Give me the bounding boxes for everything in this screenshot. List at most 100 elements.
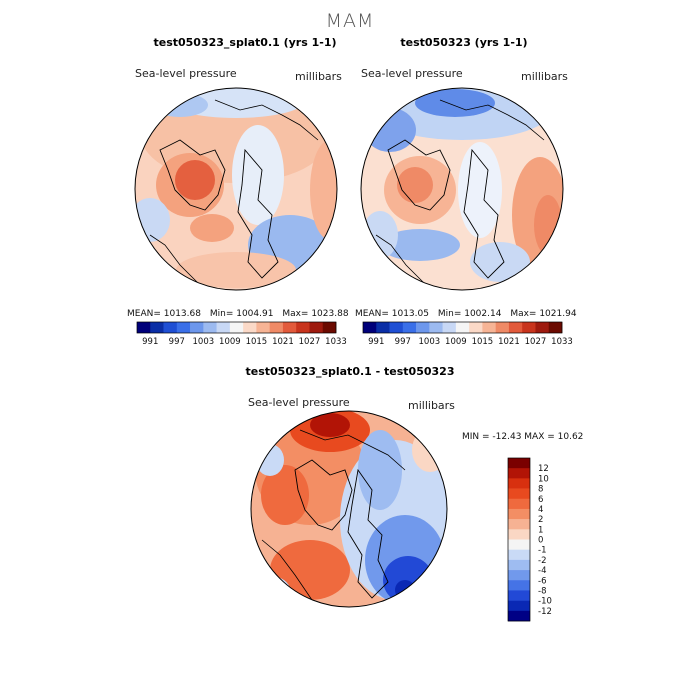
colorbar-panel1-tick-label: 1009 — [219, 337, 241, 347]
colorbar-diff-tick-label: -1 — [538, 546, 546, 556]
colorbar-panel1-tick-label: 1027 — [299, 337, 321, 347]
colorbar-panel1-swatch — [190, 322, 204, 333]
colorbar-diff-swatch — [508, 559, 530, 571]
colorbar-panel1-swatch — [163, 322, 178, 333]
colorbar-panel2-tick-label: 1015 — [472, 337, 494, 347]
colorbar-panel2-swatch — [389, 322, 404, 333]
colorbar-panel1-tick-label: 1015 — [246, 337, 268, 347]
colorbar-diff-swatch — [508, 519, 530, 530]
colorbar-diff-swatch — [508, 580, 530, 591]
colorbar-panel2-swatch — [535, 322, 550, 333]
colorbar-panel2-swatch — [522, 322, 536, 333]
colorbar-panel2-swatch — [429, 322, 443, 333]
colorbar-diff-tick-label: 0 — [538, 536, 543, 546]
colorbar-panel2-swatch — [495, 322, 510, 333]
colorbar-panel1-swatch — [243, 322, 257, 333]
colorbar-diff-tick-label: 12 — [538, 464, 549, 474]
colorbar-panel2-tick-label: 1027 — [525, 337, 547, 347]
diff-minmax: MIN = -12.43 MAX = 10.62 — [462, 432, 584, 442]
colorbar-panel1-swatch — [216, 322, 231, 333]
colorbar-diff-swatch — [508, 600, 530, 612]
colorbar-panel1-swatch — [322, 322, 337, 333]
figure-title: MAM — [325, 10, 375, 32]
colorbar-diff-swatch — [508, 478, 530, 489]
colorbar-panel2-swatch — [363, 322, 377, 333]
colorbar-panel2-swatch — [469, 322, 483, 333]
panel1-units-label: millibars — [295, 70, 342, 83]
colorbar-diff-swatch — [508, 529, 530, 540]
colorbar-diff-tick-label: 1 — [538, 525, 543, 535]
colorbar-diff-swatch — [508, 458, 530, 469]
panel1-map — [134, 87, 338, 291]
colorbar-diff-swatch — [508, 570, 530, 581]
panel2-title: test050323 (yrs 1-1) — [400, 36, 528, 49]
panel1-max: 1023.88 — [311, 309, 349, 319]
panel2-max: 1021.94 — [539, 309, 577, 319]
colorbar-panel1: 991 997 1003 1009 1015 1021 1027 1033 — [136, 321, 347, 347]
colorbar-diff-swatch — [508, 590, 530, 601]
colorbar-diff-frame — [507, 457, 531, 622]
panel2-map — [360, 87, 564, 291]
colorbar-panel2-frame — [362, 321, 563, 334]
colorbar-diff-tick-label: 2 — [538, 515, 543, 525]
colorbar-diff-tick-label: -8 — [538, 586, 546, 596]
colorbar-panel2-swatch — [416, 322, 430, 333]
colorbar-panel2-swatch — [455, 322, 470, 333]
colorbar-diff-tick-label: -4 — [538, 566, 546, 576]
panel1-variable-label: Sea-level pressure — [135, 67, 237, 80]
colorbar-diff-swatch — [508, 539, 530, 550]
colorbar-panel1-swatch — [137, 322, 151, 333]
panel1-min: 1004.91 — [236, 309, 274, 319]
colorbar-panel1-swatch — [203, 322, 217, 333]
panel2-stats: MEAN= 1013.05 Min= 1002.14 Max= 1021.94 — [355, 309, 577, 319]
diff-variable-label: Sea-level pressure — [248, 396, 350, 409]
panel2-units-label: millibars — [521, 70, 568, 83]
colorbar-diff-swatch — [508, 468, 530, 479]
colorbar-panel1-tick-label: 991 — [142, 337, 158, 347]
colorbar-diff-tick-label: 4 — [538, 505, 543, 515]
colorbar-panel1-swatch — [296, 322, 310, 333]
colorbar-panel1-swatch — [282, 322, 297, 333]
colorbar-diff-tick-label: -12 — [538, 607, 552, 617]
colorbar-panel1-tick-label: 1033 — [325, 337, 347, 347]
colorbar-panel2-tick-label: 1021 — [498, 337, 520, 347]
colorbar-diff-swatch — [508, 508, 530, 520]
colorbar-diff-swatch — [508, 488, 530, 500]
colorbar-diff-tick-label: -10 — [538, 597, 552, 607]
colorbar-panel1-tick-label: 997 — [169, 337, 185, 347]
colorbar-diff-tick-label: 6 — [538, 495, 543, 505]
panel2-min: 1002.14 — [464, 309, 502, 319]
colorbar-panel1-swatch — [269, 322, 284, 333]
colorbar-panel2-swatch — [376, 322, 390, 333]
panel2-variable-label: Sea-level pressure — [361, 67, 463, 80]
colorbar-panel1-swatch — [256, 322, 270, 333]
colorbar-panel2: 991 997 1003 1009 1015 1021 1027 1033 — [362, 321, 573, 347]
colorbar-diff-swatch — [508, 549, 530, 561]
diff-title: test050323_splat0.1 - test050323 — [245, 365, 455, 378]
colorbar-panel2-tick-label: 991 — [368, 337, 384, 347]
diff-units-label: millibars — [408, 399, 455, 412]
colorbar-panel2-swatch — [482, 322, 496, 333]
colorbar-panel2-tick-label: 1009 — [445, 337, 467, 347]
panel2-mean: 1013.05 — [391, 309, 429, 319]
panel1-title: test050323_splat0.1 (yrs 1-1) — [153, 36, 337, 49]
colorbar-panel1-frame — [136, 321, 337, 334]
colorbar-diff-tick-label: -2 — [538, 556, 546, 566]
colorbar-panel1-swatch — [309, 322, 324, 333]
colorbar-panel1-tick-label: 1003 — [193, 337, 215, 347]
colorbar-diff-tick-label: 8 — [538, 485, 543, 495]
diff-map — [250, 410, 448, 608]
colorbar-panel2-swatch — [508, 322, 523, 333]
colorbar-panel2-tick-label: 1003 — [419, 337, 441, 347]
colorbar-diff-swatch — [508, 610, 530, 622]
colorbar-diff-tick-label: -6 — [538, 576, 546, 586]
colorbar-panel2-swatch — [442, 322, 457, 333]
colorbar-panel2-swatch — [548, 322, 563, 333]
colorbar-panel1-swatch — [176, 322, 191, 333]
colorbar-panel2-tick-label: 1033 — [551, 337, 573, 347]
colorbar-panel1-tick-label: 1021 — [272, 337, 294, 347]
panel1-mean: 1013.68 — [163, 309, 201, 319]
colorbar-panel1-swatch — [229, 322, 244, 333]
